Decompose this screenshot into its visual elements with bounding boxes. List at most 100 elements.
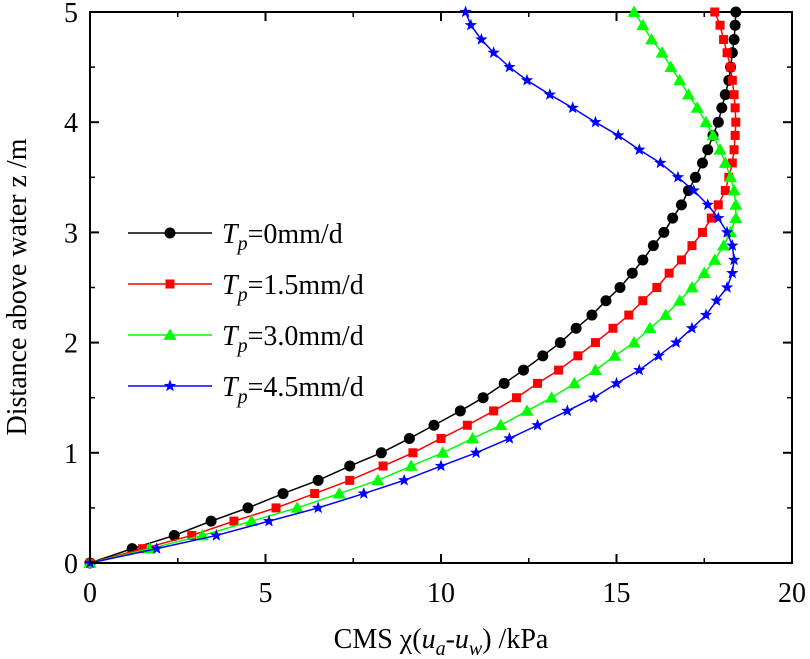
data-point-3-8	[469, 446, 483, 459]
data-point-1-19	[638, 296, 648, 306]
data-point-3-38	[475, 33, 488, 45]
series-line-3	[89, 11, 735, 564]
data-point-3-33	[566, 101, 579, 114]
data-point-3-6	[397, 473, 411, 486]
data-point-3-12	[587, 391, 600, 403]
legend-marker-0	[164, 227, 176, 239]
data-point-0-38	[728, 34, 740, 46]
data-point-1-13	[533, 378, 543, 388]
data-point-3-29	[654, 156, 667, 169]
data-point-2-4	[290, 501, 304, 513]
series-layer	[83, 5, 743, 569]
data-point-1-18	[624, 310, 634, 320]
x-axis-label-sub-w: w	[469, 638, 483, 659]
data-point-3-18	[699, 308, 713, 321]
data-point-3-4	[311, 501, 325, 514]
data-point-2-38	[645, 33, 659, 45]
data-point-0-7	[344, 460, 356, 472]
data-point-0-12	[477, 392, 489, 404]
data-point-1-36	[726, 62, 736, 72]
x-tick-label-0: 0	[83, 578, 97, 609]
data-point-2-27	[727, 184, 741, 196]
x-tick-label-4: 20	[778, 578, 806, 609]
data-point-0-2	[168, 529, 180, 541]
legend: Tp=0mm/d Tp=1.5mm/d Tp=3.0mm/d Tp=4.5mm/d	[128, 219, 364, 408]
legend-marker-2	[163, 328, 177, 340]
data-point-3-30	[633, 143, 646, 156]
data-point-1-9	[436, 433, 446, 443]
data-point-3-1	[150, 542, 163, 554]
data-point-3-7	[434, 459, 448, 472]
data-point-2-5	[332, 487, 346, 499]
data-point-0-13	[498, 377, 510, 389]
data-point-2-22	[708, 253, 722, 265]
y-axis-label: Distance above water z /m	[2, 138, 33, 435]
data-point-3-16	[669, 336, 683, 348]
data-point-1-15	[573, 351, 583, 361]
data-point-3-39	[464, 18, 478, 31]
data-point-3-11	[561, 404, 574, 417]
data-point-0-34	[719, 89, 731, 101]
data-point-2-8	[436, 446, 450, 458]
data-point-3-27	[687, 184, 700, 196]
y-tick-label-2: 2	[64, 329, 78, 360]
data-point-0-32	[712, 116, 724, 128]
data-point-3-15	[652, 349, 665, 362]
data-point-2-29	[718, 156, 732, 168]
data-point-2-11	[520, 404, 534, 416]
data-point-3-21	[726, 266, 739, 279]
data-point-1-40	[710, 7, 720, 17]
data-point-1-32	[731, 117, 741, 127]
data-point-3-23	[726, 239, 739, 251]
data-point-2-18	[659, 308, 673, 320]
data-point-2-21	[697, 266, 711, 279]
data-point-0-22	[637, 254, 649, 266]
data-point-0-24	[658, 226, 670, 238]
data-point-0-19	[600, 295, 612, 307]
legend-label-3: Tp=4.5mm/d	[222, 372, 364, 408]
data-point-0-29	[696, 157, 708, 169]
legend-item-3: Tp=4.5mm/d	[128, 372, 364, 408]
x-tick-label-1: 5	[259, 578, 273, 609]
data-point-2-13	[567, 376, 581, 389]
series-line-1	[89, 11, 737, 564]
data-point-2-32	[699, 115, 713, 128]
data-point-3-26	[701, 198, 714, 211]
data-point-0-33	[716, 102, 728, 114]
data-point-0-18	[586, 309, 598, 321]
data-point-1-22	[676, 255, 686, 265]
x-axis-label-sub-a: a	[436, 638, 446, 659]
data-point-3-32	[589, 115, 602, 128]
data-point-3-9	[503, 431, 516, 444]
data-point-1-39	[715, 20, 725, 30]
data-point-2-10	[494, 418, 508, 431]
x-axis-label-prefix: CMS χ(	[334, 624, 422, 655]
data-point-0-16	[554, 337, 566, 349]
data-point-2-39	[636, 18, 650, 31]
data-point-3-36	[503, 60, 516, 73]
data-point-1-8	[408, 448, 418, 458]
data-point-1-24	[697, 227, 707, 237]
data-point-1-11	[489, 406, 499, 416]
data-point-1-30	[729, 145, 739, 155]
series-2	[83, 5, 743, 568]
data-point-1-6	[345, 475, 355, 485]
data-point-3-31	[612, 128, 625, 141]
data-point-3-28	[671, 170, 685, 183]
data-point-1-23	[687, 241, 697, 251]
data-point-2-36	[664, 60, 678, 72]
data-point-0-39	[729, 19, 741, 31]
data-point-0-40	[730, 6, 742, 18]
data-point-0-23	[647, 240, 659, 252]
data-point-1-38	[719, 35, 729, 45]
data-point-3-3	[262, 514, 276, 527]
data-point-1-29	[727, 158, 737, 168]
data-point-1-3	[229, 516, 239, 526]
data-point-0-11	[454, 405, 466, 417]
data-point-1-17	[608, 323, 618, 333]
data-point-2-23	[717, 239, 731, 251]
legend-marker-3	[163, 379, 177, 392]
y-tick-label-0: 0	[64, 549, 78, 580]
data-point-3-10	[531, 418, 544, 431]
